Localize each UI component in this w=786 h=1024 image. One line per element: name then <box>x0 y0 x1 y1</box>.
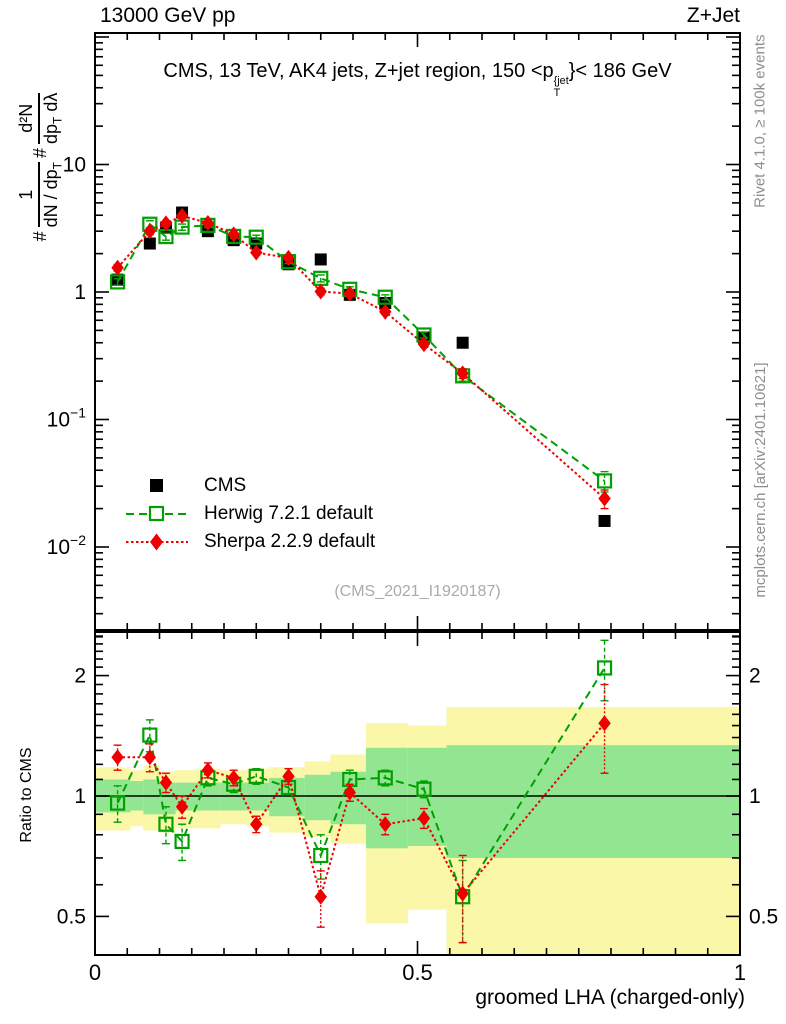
panel-title-supsub: {jet T <box>554 75 569 99</box>
herwig-marker-icon <box>126 505 188 522</box>
x-tick-label: 0.5 <box>402 960 433 985</box>
yaxis-frac2-num: d²N <box>15 92 40 144</box>
x-axis-title: groomed LHA (charged-only) <box>475 986 745 1009</box>
band-inner-segment <box>304 774 331 821</box>
process-label: Z+Jet <box>686 4 740 27</box>
main-y-tick-label: 1 <box>74 281 86 304</box>
yaxis-frac1-den-text: dN / dp <box>40 169 61 228</box>
ratio-y-tick-label-left: 2 <box>74 665 86 688</box>
main-y-axis-label: # 1 dN / dpT # d²N dpT dλ <box>8 30 72 300</box>
beam-energy-label: 13000 GeV pp <box>100 4 236 27</box>
herwig-series-main <box>109 216 613 493</box>
band-inner-segment <box>143 779 160 815</box>
main-y-tick-label: 10 <box>63 154 86 177</box>
ratio-panel-frame <box>94 631 741 956</box>
yaxis-frac2-den-post: dλ <box>40 92 61 117</box>
legend-label-cms: CMS <box>204 475 247 496</box>
band-inner-segment <box>407 747 447 846</box>
tick-labels: 10 1 10−1 10−2 2 2 1 1 0.5 0.5 0 0.5 1 <box>47 154 779 986</box>
yaxis-hash2: # <box>29 147 50 158</box>
panel-title-pre: CMS, 13 TeV, AK4 jets, Z+jet region, 150… <box>163 60 554 82</box>
yaxis-frac2-den: dpT dλ <box>40 93 65 144</box>
band-inner-segment <box>365 747 408 849</box>
yaxis-frac1-den-sub: T <box>50 162 65 170</box>
yaxis-frac1-den: dN / dpT <box>40 162 65 227</box>
cms-marker-icon <box>150 479 163 492</box>
main-y-tick-label: 10−1 <box>47 405 87 432</box>
ratio-y-tick-label-left: 0.5 <box>57 905 86 928</box>
main-y-tick-label: 10−2 <box>47 532 87 559</box>
yaxis-frac2-den-text: dp <box>40 123 61 144</box>
band-inner-segment <box>446 745 740 858</box>
yaxis-frac1-num: 1 <box>15 162 40 228</box>
ratio-y-tick-label-right: 0.5 <box>749 905 778 928</box>
sherpa-series-ratio <box>111 683 611 944</box>
uncertainty-bands <box>95 706 740 955</box>
mcplots-arxiv-note: mcplots.cern.ch [arXiv:2401.10621] <box>752 362 769 598</box>
legend-item-herwig: Herwig 7.2.1 default <box>124 500 375 528</box>
yaxis-hash1: # <box>29 231 50 242</box>
panel-title-post: }< 186 GeV <box>568 60 672 82</box>
yaxis-frac2-den-sub: T <box>50 116 65 124</box>
rivet-version-note: Rivet 4.1.0, ≥ 100k events <box>751 34 769 208</box>
panel-title-sup: {jet <box>553 75 569 87</box>
x-tick-label: 1 <box>734 960 746 985</box>
legend: CMS Herwig 7.2.1 default Sherpa 2.2.9 de… <box>124 472 375 556</box>
legend-item-sherpa: Sherpa 2.2.9 default <box>124 528 375 556</box>
main-panel-frame <box>94 32 741 631</box>
panel-title-sub: T <box>553 87 561 99</box>
ratio-y-axis-label: Ratio to CMS <box>18 747 35 843</box>
analysis-id-watermark: (CMS_2021_I1920187) <box>334 583 501 600</box>
yaxis-frac1: 1 dN / dpT <box>15 162 65 228</box>
sherpa-marker-icon <box>126 533 188 551</box>
legend-label-herwig: Herwig 7.2.1 default <box>204 503 373 524</box>
ratio-y-tick-label-right: 2 <box>749 665 761 688</box>
legend-item-cms: CMS <box>124 472 375 500</box>
sherpa-series-main <box>111 207 611 510</box>
x-tick-label: 0 <box>89 960 101 985</box>
yaxis-frac2: d²N dpT dλ <box>15 92 65 144</box>
panel-title: CMS, 13 TeV, AK4 jets, Z+jet region, 150… <box>95 60 740 99</box>
ratio-y-tick-label-right: 1 <box>749 785 761 808</box>
ratio-y-tick-label-left: 1 <box>74 785 86 808</box>
legend-label-sherpa: Sherpa 2.2.9 default <box>204 531 376 552</box>
